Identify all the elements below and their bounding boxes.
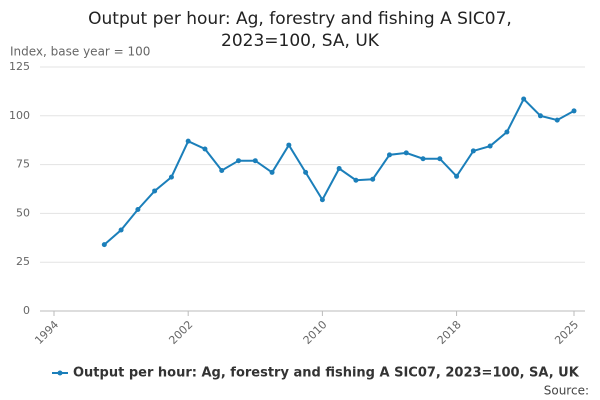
y-tick-label: 50 — [16, 206, 30, 219]
legend-marker — [57, 370, 63, 376]
data-point — [353, 177, 359, 183]
chart-title: Output per hour: Ag, forestry and fishin… — [88, 9, 512, 51]
data-point — [219, 167, 225, 173]
data-point — [437, 156, 443, 162]
x-tick-label: 1994 — [32, 318, 61, 347]
data-point — [118, 227, 124, 233]
data-point — [386, 152, 392, 158]
data-point — [252, 158, 258, 164]
x-tick-label: 2010 — [301, 318, 330, 347]
data-point — [571, 108, 577, 114]
data-point — [403, 150, 409, 156]
x-tick-label: 2025 — [552, 318, 581, 347]
data-point — [185, 138, 191, 144]
series-line — [103, 97, 575, 246]
y-tick-label: 125 — [9, 60, 30, 73]
data-point — [521, 96, 527, 102]
data-point — [168, 174, 174, 180]
y-tick-label: 75 — [16, 158, 30, 171]
y-tick-label: 0 — [23, 304, 30, 317]
data-point — [454, 173, 460, 179]
y-axis-label: Index, base year = 100 — [10, 45, 150, 59]
x-tick-label: 2018 — [435, 318, 464, 347]
y-tick-label: 100 — [9, 109, 30, 122]
data-point — [319, 197, 325, 203]
data-point — [470, 148, 476, 154]
legend-label: Output per hour: Ag, forestry and fishin… — [73, 366, 580, 381]
data-point — [336, 166, 342, 172]
data-point — [236, 158, 242, 164]
data-point — [202, 146, 208, 152]
x-tick-label: 2002 — [166, 318, 195, 347]
data-point — [286, 142, 292, 148]
data-point — [303, 169, 309, 175]
data-point — [537, 113, 543, 119]
data-point — [504, 129, 510, 135]
data-point — [487, 143, 493, 149]
data-point — [420, 156, 426, 162]
source: Source: — [544, 384, 589, 398]
data-point — [152, 188, 158, 194]
data-point — [135, 206, 141, 212]
data-point — [554, 117, 560, 123]
y-tick-label: 25 — [16, 255, 30, 268]
data-point — [370, 176, 376, 182]
data-point — [101, 242, 107, 248]
data-point — [269, 169, 275, 175]
